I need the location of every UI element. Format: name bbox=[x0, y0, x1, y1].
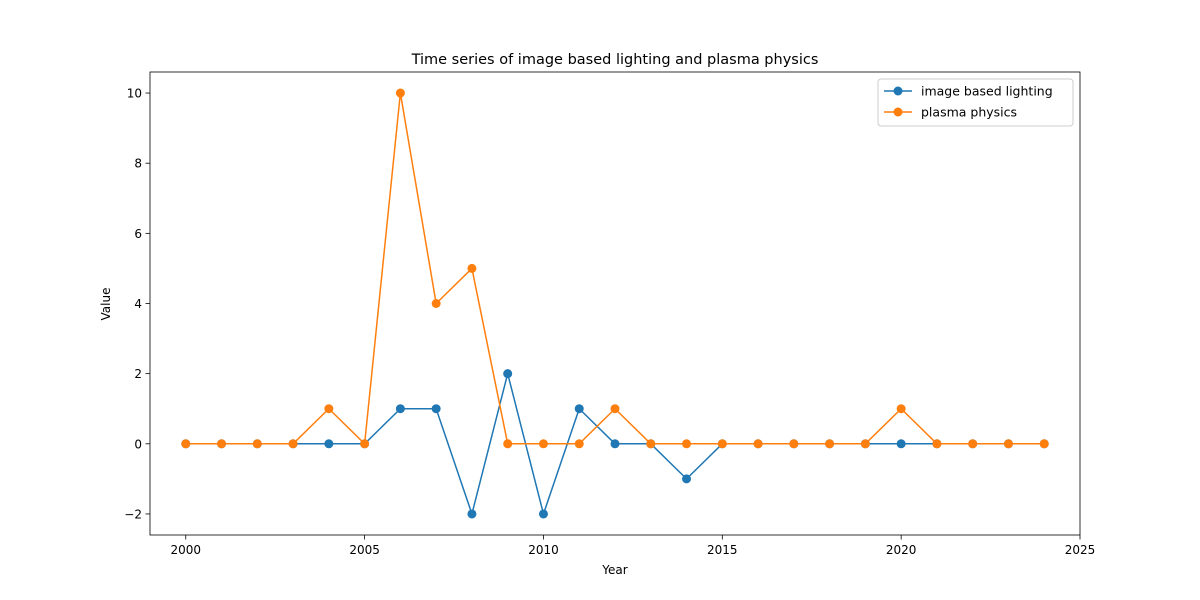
series-2-point bbox=[860, 439, 870, 449]
series-2-point bbox=[753, 439, 763, 449]
series-1-point bbox=[896, 439, 906, 449]
series-2-point bbox=[467, 263, 477, 273]
legend: image based lighting plasma physics bbox=[877, 78, 1074, 127]
series-2-point bbox=[610, 404, 620, 414]
series-2-point bbox=[682, 439, 692, 449]
legend-box bbox=[877, 78, 1074, 127]
series-2-point bbox=[646, 439, 656, 449]
x-tick-label: 2025 bbox=[1065, 543, 1096, 557]
series-2-point bbox=[252, 439, 262, 449]
series-2-point bbox=[968, 439, 978, 449]
y-tick-label: 8 bbox=[134, 157, 142, 171]
y-tick-label: 4 bbox=[134, 297, 142, 311]
x-tick-label: 2005 bbox=[349, 543, 380, 557]
series-2-point bbox=[1003, 439, 1013, 449]
series-2-point bbox=[181, 439, 191, 449]
series-2-point bbox=[324, 404, 334, 414]
series-1-point bbox=[682, 474, 692, 484]
series-2-point bbox=[825, 439, 835, 449]
series-1-point bbox=[574, 404, 584, 414]
series-2-point bbox=[896, 404, 906, 414]
series-1-point bbox=[467, 509, 477, 519]
x-tick-label: 2010 bbox=[528, 543, 559, 557]
y-tick-label: 6 bbox=[134, 227, 142, 241]
series-1-point bbox=[395, 404, 405, 414]
series-2-point bbox=[431, 299, 441, 308]
series-2-point bbox=[717, 439, 727, 449]
series-2-point bbox=[395, 88, 405, 98]
y-tick-label: 0 bbox=[134, 437, 142, 451]
legend-label-1: image based lighting bbox=[921, 84, 1053, 99]
series-2-point bbox=[574, 439, 584, 449]
plot-area: 2000 2005 2010 2015 2020 2025 −2 0 2 4 6 8 10 bbox=[124, 71, 1096, 557]
legend-marker-2 bbox=[893, 107, 903, 117]
x-axis-label: Year bbox=[601, 563, 627, 577]
series-1-point bbox=[538, 509, 548, 519]
y-tick-label: −2 bbox=[124, 507, 142, 521]
series-2-point bbox=[288, 439, 298, 449]
y-axis-label: Value bbox=[99, 288, 113, 321]
series-2-point bbox=[789, 439, 799, 449]
series-2-point bbox=[1039, 439, 1049, 449]
y-tick-label: 2 bbox=[134, 367, 142, 381]
x-tick-label: 2020 bbox=[886, 543, 917, 557]
chart-title: Time series of image based lighting and … bbox=[411, 52, 819, 68]
series-1-point bbox=[324, 439, 334, 449]
series-1-point bbox=[610, 439, 620, 449]
y-tick-label: 10 bbox=[127, 87, 142, 101]
series-1-point bbox=[503, 369, 513, 379]
series-2-point bbox=[503, 439, 513, 449]
axes-frame bbox=[149, 71, 1081, 536]
x-tick-label: 2015 bbox=[707, 543, 738, 557]
legend-marker-1 bbox=[893, 86, 903, 96]
series-2-point bbox=[932, 439, 942, 449]
series-2-point bbox=[360, 439, 370, 449]
series-1-point bbox=[431, 404, 441, 414]
series-2-point bbox=[217, 439, 227, 449]
legend-label-2: plasma physics bbox=[921, 105, 1017, 120]
x-tick-label: 2000 bbox=[170, 543, 201, 557]
series-2-point bbox=[538, 439, 548, 449]
